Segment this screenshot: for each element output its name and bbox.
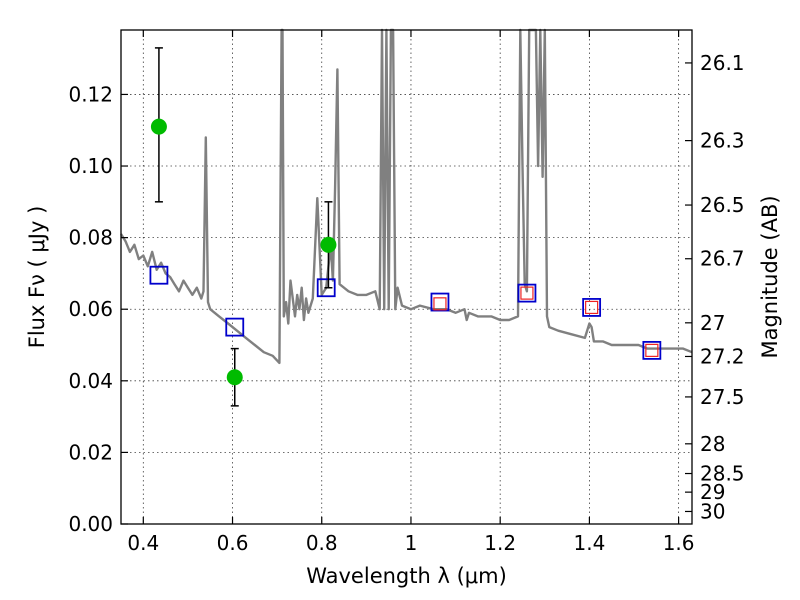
x-tick-label: 1 (405, 531, 418, 555)
observed-series (150, 47, 337, 407)
model-point-blue (582, 298, 602, 317)
y-tick-label: 0.04 (68, 369, 113, 393)
observed-point (226, 369, 243, 386)
right-tick-label: 30 (700, 499, 725, 523)
spectrum-line (119, 28, 693, 365)
right-tick-label: 28.5 (700, 462, 745, 486)
right-tick-label: 28 (700, 432, 725, 456)
x-axis-label: Wavelength λ (μm) (306, 564, 507, 588)
observed-point (150, 118, 167, 135)
x-tick-label: 0.4 (127, 531, 159, 555)
y-tick-label: 0.02 (68, 440, 113, 464)
model-point-blue (517, 283, 537, 303)
x-tick-label: 1.2 (484, 531, 516, 555)
y-tick-label: 0.10 (68, 154, 113, 178)
x-tick-label: 0.6 (217, 531, 249, 555)
x-tick-label: 0.8 (306, 531, 338, 555)
observed-point (320, 236, 337, 253)
y-axis-label: Flux Fν ( μJy ) (25, 206, 49, 349)
right-tick-label: 29 (700, 480, 725, 504)
model-point-red (520, 286, 534, 300)
axes: 0.4 0.6 0.8 1 1.2 1.4 1.6 0.00 0.02 0.04 0.06 0.08 0… (68, 30, 745, 555)
model-point-red (645, 343, 659, 357)
spectrum-series (119, 28, 693, 365)
plot-frame (120, 29, 693, 525)
right-tick-label: 26.5 (700, 193, 745, 217)
model-point-red (433, 297, 447, 311)
model-series (149, 265, 662, 360)
y-tick-label: 0.06 (68, 297, 113, 321)
model-point-blue (642, 340, 662, 360)
model-point-blue (149, 265, 169, 285)
right-tick-label: 26.3 (700, 129, 745, 153)
right-axis-label: Magnitude (AB) (758, 195, 782, 358)
grid-lines (121, 30, 692, 524)
right-tick-label: 27.5 (700, 385, 745, 409)
model-point-red (585, 300, 599, 315)
x-tick-label: 1.6 (663, 531, 695, 555)
model-point-blue (225, 317, 245, 337)
x-tick-label: 1.4 (573, 531, 605, 555)
model-point-blue (316, 278, 336, 298)
right-tick-label: 26.1 (700, 51, 745, 75)
y-tick-label: 0.08 (68, 226, 113, 250)
right-tick-label: 26.7 (700, 247, 745, 271)
model-point-blue (430, 292, 450, 312)
y-tick-label: 0.00 (68, 512, 113, 536)
y-tick-label: 0.12 (68, 82, 113, 106)
right-tick-label: 27.2 (700, 344, 745, 368)
right-tick-label: 27 (700, 311, 725, 335)
